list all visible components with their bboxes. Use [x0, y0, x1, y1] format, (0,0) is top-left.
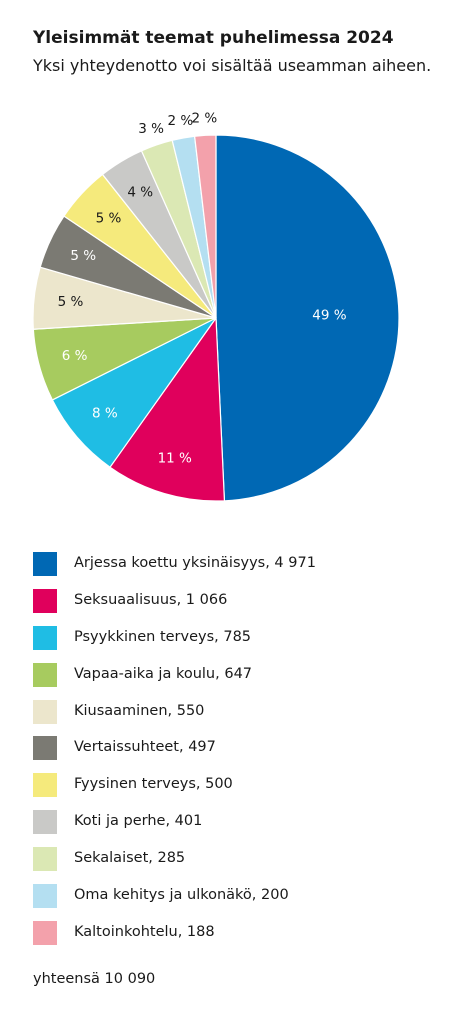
- pie-slice: [109, 316, 226, 502]
- legend-swatch: [33, 810, 57, 835]
- legend-swatch: [33, 847, 57, 872]
- pie-chart: 49 %11 %8 %6 %5 %5 %5 %4 %3 % 2 %2 %: [32, 110, 400, 502]
- slice-percent-label: 3 %: [138, 121, 164, 137]
- legend-swatch: [33, 773, 57, 798]
- legend-label: Psyykkinen terveys, 785: [74, 628, 252, 645]
- slice-percent-label: 6 %: [62, 348, 88, 364]
- total-label: yhteensä 10 090: [33, 971, 156, 987]
- legend-swatch: [33, 920, 57, 945]
- legend-label: Vapaa-aika ja koulu, 647: [74, 665, 253, 682]
- pie-slice: [215, 134, 400, 502]
- legend-label: Fyysinen terveys, 500: [74, 776, 233, 793]
- legend-label: Sekalaiset, 285: [74, 850, 186, 867]
- pie-slice: [193, 134, 217, 319]
- legend-label: Vertaissuhteet, 497: [74, 739, 216, 756]
- slice-percent-label: 11 %: [158, 450, 192, 466]
- legend-swatch: [33, 736, 57, 761]
- slice-percent-label: 2 %: [191, 110, 217, 126]
- slice-percent-label: 49 %: [312, 307, 346, 323]
- legend-swatch: [33, 699, 57, 724]
- slice-percent-label: 2 %: [167, 113, 193, 129]
- legend-swatch: [33, 662, 57, 687]
- legend-label: Oma kehitys ja ulkonäkö, 200: [74, 887, 289, 904]
- legend-label: Seksuaalisuus, 1 066: [74, 591, 228, 608]
- legend-label: Arjessa koettu yksinäisyys, 4 971: [74, 555, 316, 571]
- chart-title: Yleisimmät teemat puhelimessa 2024: [33, 28, 394, 48]
- slice-percent-label: 4 %: [127, 185, 153, 201]
- legend-label: Koti ja perhe, 401: [74, 813, 203, 830]
- legend-swatch: [33, 588, 57, 613]
- slice-percent-label: 5 %: [96, 211, 122, 227]
- slice-percent-label: 5 %: [70, 248, 96, 264]
- legend-swatch: [33, 884, 57, 909]
- legend-label: Kaltoinkohtelu, 188: [74, 923, 215, 940]
- chart-subtitle: Yksi yhteydenotto voi sisältää useamman …: [33, 56, 432, 75]
- slice-percent-label: 5 %: [58, 294, 84, 310]
- legend-swatch: [33, 625, 57, 650]
- legend-swatch: [33, 552, 57, 576]
- slice-percent-label: 8 %: [92, 405, 118, 421]
- legend-label: Kiusaaminen, 550: [74, 702, 205, 719]
